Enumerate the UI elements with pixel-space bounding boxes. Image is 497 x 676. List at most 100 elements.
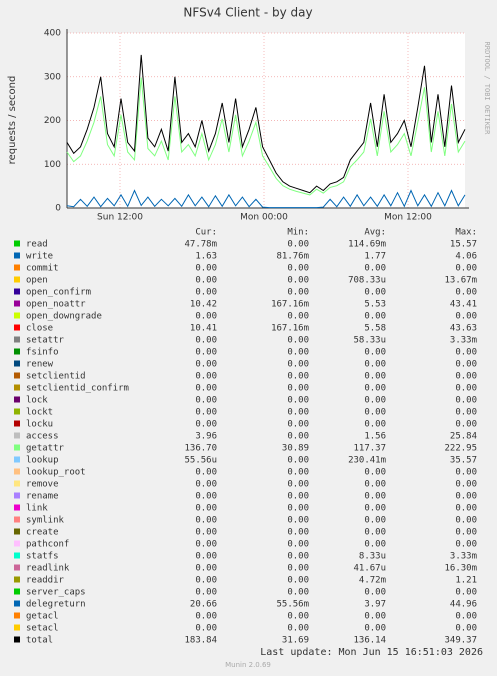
legend-stat: 0.00 xyxy=(195,288,217,298)
legend-stat: 5.58 xyxy=(364,324,386,334)
legend-stat: 0.00 xyxy=(364,612,386,622)
legend-stat: 0.00 xyxy=(287,468,309,478)
chart-title: NFSv4 Client - by day xyxy=(183,6,312,20)
legend-stat: 0.00 xyxy=(195,264,217,274)
y-axis-label: requests / second xyxy=(7,76,18,165)
legend-stat: 0.00 xyxy=(287,420,309,430)
series-line xyxy=(66,54,466,194)
legend-swatch xyxy=(14,252,20,259)
legend-stat: 0.00 xyxy=(195,504,217,514)
legend-stat: 0.00 xyxy=(287,624,309,634)
legend-stat: 43.41 xyxy=(450,300,477,310)
legend-name: setclientid_confirm xyxy=(26,384,129,394)
legend-stat: 0.00 xyxy=(195,612,217,622)
legend-swatch xyxy=(14,396,20,403)
legend-stat: 10.41 xyxy=(190,324,217,334)
legend-stat: 0.00 xyxy=(364,408,386,418)
legend-name: server_caps xyxy=(26,588,86,598)
legend-header: Min: xyxy=(287,228,309,238)
legend-swatch xyxy=(14,312,20,319)
legend-stat: 0.00 xyxy=(364,588,386,598)
legend-name: setclientid xyxy=(26,372,86,382)
legend-stat: 0.00 xyxy=(195,588,217,598)
legend-stat: 0.00 xyxy=(195,372,217,382)
legend-name: open_downgrade xyxy=(26,312,102,322)
legend-stat: 0.00 xyxy=(364,372,386,382)
legend-stat: 10.42 xyxy=(190,300,217,310)
legend-swatch xyxy=(14,288,20,295)
legend-stat: 31.69 xyxy=(282,636,309,646)
legend-stat: 0.00 xyxy=(455,480,477,490)
legend-stat: 0.00 xyxy=(195,624,217,634)
legend-stat: 15.57 xyxy=(450,240,477,250)
legend-stat: 30.89 xyxy=(282,444,309,454)
series-line xyxy=(66,77,466,196)
legend-stat: 0.00 xyxy=(287,528,309,538)
legend-stat: 13.67m xyxy=(444,276,477,286)
legend-stat: 0.00 xyxy=(455,348,477,358)
legend-stat: 0.00 xyxy=(287,492,309,502)
legend-swatch xyxy=(14,468,20,475)
legend-stat: 222.95 xyxy=(444,444,477,454)
legend-name: symlink xyxy=(26,516,65,526)
legend-swatch xyxy=(14,516,20,523)
legend-stat: 0.00 xyxy=(195,552,217,562)
legend-swatch xyxy=(14,384,20,391)
legend-swatch xyxy=(14,540,20,547)
legend-name: fsinfo xyxy=(26,348,59,358)
legend-stat: 0.00 xyxy=(287,396,309,406)
legend-stat: 0.00 xyxy=(364,348,386,358)
legend-stat: 0.00 xyxy=(195,528,217,538)
legend-stat: 3.97 xyxy=(364,600,386,610)
legend-header: Avg: xyxy=(364,228,386,238)
legend-stat: 167.16m xyxy=(271,324,309,334)
legend-stat: 1.77 xyxy=(364,252,386,262)
legend-swatch xyxy=(14,528,20,535)
legend-header: Max: xyxy=(455,228,477,238)
legend-stat: 0.00 xyxy=(195,336,217,346)
legend-stat: 0.00 xyxy=(287,264,309,274)
legend-stat: 0.00 xyxy=(195,516,217,526)
legend-stat: 0.00 xyxy=(364,528,386,538)
legend-stat: 0.00 xyxy=(455,516,477,526)
legend-stat: 0.00 xyxy=(287,552,309,562)
legend-stat: 0.00 xyxy=(195,492,217,502)
legend-name: locku xyxy=(26,420,53,430)
legend-stat: 0.00 xyxy=(287,240,309,250)
legend-stat: 0.00 xyxy=(287,504,309,514)
legend-stat: 0.00 xyxy=(287,336,309,346)
legend-swatch xyxy=(14,480,20,487)
y-tick-label: 400 xyxy=(44,29,61,39)
y-tick-label: 0 xyxy=(55,204,61,214)
legend-swatch xyxy=(14,444,20,451)
legend-header: Cur: xyxy=(195,228,217,238)
legend-stat: 0.00 xyxy=(364,624,386,634)
legend-name: rename xyxy=(26,492,59,502)
legend-stat: 0.00 xyxy=(195,384,217,394)
legend-stat: 8.33u xyxy=(359,552,386,562)
legend-stat: 0.00 xyxy=(364,504,386,514)
legend-stat: 4.06 xyxy=(455,252,477,262)
legend-name: open_noattr xyxy=(26,300,86,310)
legend-swatch xyxy=(14,420,20,427)
legend-swatch xyxy=(14,588,20,595)
legend-stat: 0.00 xyxy=(195,408,217,418)
legend-stat: 3.33m xyxy=(450,552,477,562)
legend-name: lock xyxy=(26,396,48,406)
series-line xyxy=(66,189,466,209)
legend-name: open xyxy=(26,276,48,286)
legend-swatch xyxy=(14,612,20,619)
legend-swatch xyxy=(14,576,20,583)
legend-name: delegreturn xyxy=(26,600,86,610)
legend-stat: 0.00 xyxy=(287,480,309,490)
legend-stat: 41.67u xyxy=(353,564,386,574)
legend-stat: 0.00 xyxy=(195,396,217,406)
legend-stat: 47.78m xyxy=(184,240,217,250)
legend-stat: 35.57 xyxy=(450,456,477,466)
legend-name: readdir xyxy=(26,576,65,586)
legend-name: open_confirm xyxy=(26,288,91,298)
legend-stat: 0.00 xyxy=(195,348,217,358)
legend-stat: 0.00 xyxy=(364,420,386,430)
legend-stat: 230.41m xyxy=(348,456,386,466)
legend-stat: 0.00 xyxy=(287,564,309,574)
